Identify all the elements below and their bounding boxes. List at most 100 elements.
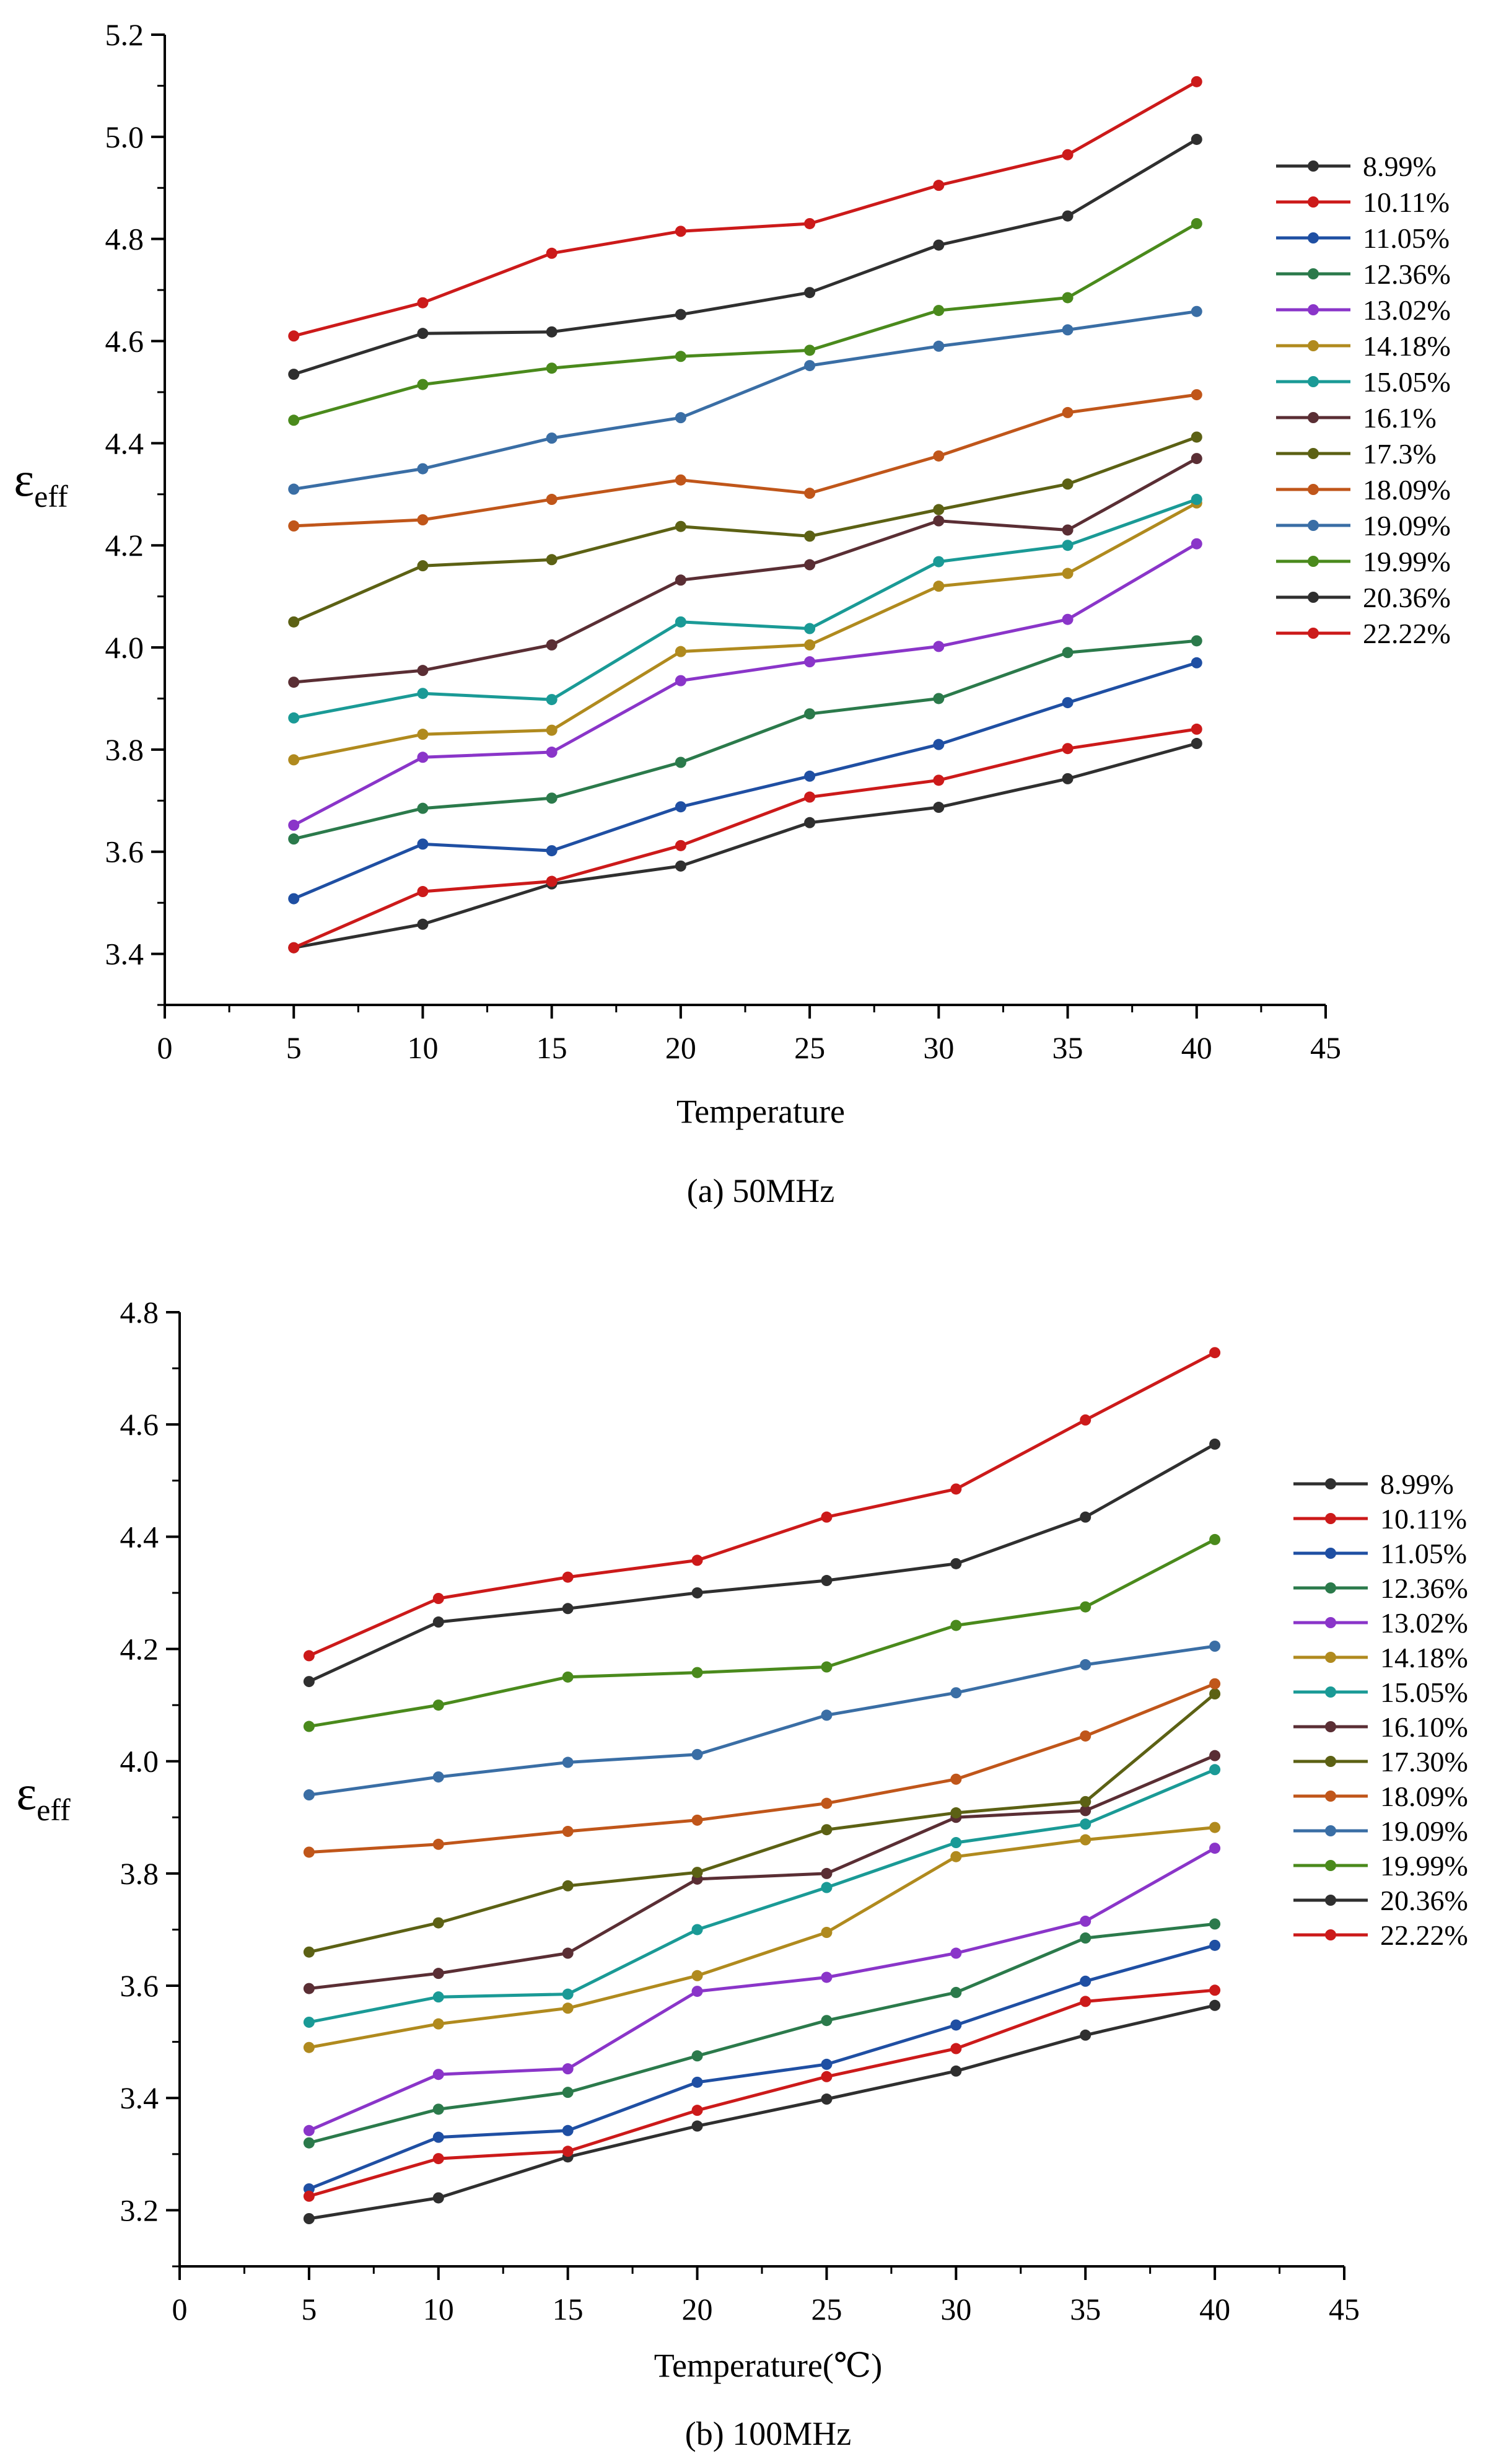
panel-b-x-axis-title: Temperature(℃) [654,2347,882,2384]
panel-b-y-tick-label: 4.4 [120,1519,159,1554]
panel-b-point-11-05pct [821,2058,833,2070]
panel-a-series-12-36pct [288,635,1202,845]
panel-b-point-17-30pct [691,1867,703,1879]
panel-b-point-19-09pct [950,1687,962,1699]
panel-b-legend-item-18-09pct: 18.09% [1293,1781,1468,1812]
panel-a-legend-label: 18.09% [1363,474,1451,506]
panel-b-point-13-02pct [432,2069,444,2080]
panel-a-point-19-09pct [1062,324,1074,336]
panel-b-point-16-10pct [562,1947,574,1959]
panel-b-legend-item-13-02pct: 13.02% [1293,1607,1468,1639]
panel-a-point-15-05pct [933,556,945,568]
panel-b-point-12-36pct [303,2137,315,2149]
panel-b-x-tick-label: 10 [423,2292,454,2326]
panel-b-point-22-22pct [562,2146,574,2157]
panel-a-line-13-02pct [293,542,1198,827]
panel-a-line-17-3pct [293,436,1197,624]
panel-b-y-tick-label: 3.4 [120,2080,159,2115]
panel-a-point-14-18pct [546,724,558,736]
panel-b-legend-item-15-05pct: 15.05% [1293,1677,1468,1708]
panel-b-point-18-09pct [1209,1678,1221,1690]
panel-a-series-8-99pct [288,133,1202,380]
panel-b-point-15-05pct [562,1988,574,2000]
panel-b-point-18-09pct [691,1814,703,1826]
panel-a-legend-marker [1308,304,1319,315]
panel-a-series-17-3pct [288,431,1202,628]
panel-b-point-17-30pct [1080,1795,1091,1807]
panel-b-legend-item-16-10pct: 16.10% [1293,1711,1468,1743]
panel-a-point-16-1pct [804,559,816,571]
panel-b-point-20-36pct [432,2192,444,2204]
panel-a-point-19-09pct [546,432,558,444]
panel-b-point-13-02pct [303,2124,315,2136]
panel-a-y-tick-label: 4.8 [105,222,144,256]
panel-a-x-tick-label: 5 [286,1030,302,1065]
panel-b-point-22-22pct [1080,1996,1091,2007]
panel-a-ticks: 0 5 10 15 20 25 30 35 40 45 3.4 3.6 3.8 4.0 4.2 4.4 4.6 4… [105,17,1342,1065]
panel-b-point-15-05pct [1080,1818,1091,1830]
panel-a-line-11-05pct [293,661,1197,900]
panel-a-point-12-36pct [1062,647,1074,659]
chart-panel-a: 0 5 10 15 20 25 30 35 40 45 3.4 3.6 3.8 4.0 4.2 4.4 4.6 4… [0,0,1496,1227]
panel-a-legend-label: 10.11% [1363,186,1450,218]
panel-a-line-20-36pct [293,742,1197,950]
panel-b-point-10-11pct [950,1483,962,1495]
panel-b-legend-marker [1325,1860,1336,1871]
panel-a-point-18-09pct [546,494,558,506]
panel-a-legend-marker [1308,412,1319,423]
panel-a-point-22-22pct [288,942,300,954]
panel-a-legend-marker [1308,556,1319,567]
panel-b-point-22-22pct [950,2043,962,2054]
panel-a-point-19-99pct [804,344,816,356]
panel-b-legend-marker [1325,1721,1336,1732]
panel-b-point-19-99pct [1080,1601,1091,1613]
panel-a-line-15-05pct [293,498,1197,720]
panel-b-legend-marker [1325,1513,1336,1524]
panel-a-point-22-22pct [804,791,816,803]
panel-a-x-tick-label: 0 [157,1030,173,1065]
panel-b-series-layer [303,1347,1221,2224]
panel-a-legend-label: 8.99% [1363,151,1437,182]
panel-b-point-22-22pct [303,2190,315,2202]
panel-b-x-tick-label: 0 [172,2292,188,2326]
panel-a-x-tick-label: 40 [1181,1030,1212,1065]
panel-b-point-14-18pct [562,2002,574,2014]
panel-a-series-18-09pct [288,389,1202,532]
panel-b-legend-item-8-99pct: 8.99% [1293,1468,1454,1500]
panel-a-legend-label: 22.22% [1363,618,1451,649]
panel-a-line-10-11pct [293,80,1198,338]
panel-b-point-14-18pct [1080,1834,1091,1846]
panel-b-point-8-99pct [950,1558,962,1569]
panel-a-point-15-05pct [288,712,300,724]
panel-a-legend-item-12-36pct: 12.36% [1276,258,1451,290]
panel-a-y-tick-label: 3.8 [105,732,144,767]
panel-b-point-19-09pct [1209,1641,1221,1652]
panel-b-point-16-10pct [1080,1805,1091,1817]
panel-a-point-11-05pct [804,770,816,782]
panel-b-x-tick-label: 15 [553,2292,584,2326]
panel-a-legend-marker [1308,232,1319,243]
panel-a-point-8-99pct [804,287,816,299]
panel-a-point-17-3pct [933,504,945,515]
panel-a-point-19-09pct [417,463,429,475]
panel-b-series-15-05pct [303,1764,1221,2028]
panel-b-point-18-09pct [821,1797,833,1809]
panel-b-series-18-09pct [303,1678,1221,1858]
panel-a-point-19-09pct [804,360,816,372]
panel-b-legend-label: 13.02% [1380,1607,1468,1639]
panel-a-point-11-05pct [1191,657,1202,669]
panel-a-point-18-09pct [288,520,300,532]
panel-b-legend-item-14-18pct: 14.18% [1293,1642,1468,1673]
panel-a-legend-item-22-22pct: 22.22% [1276,618,1451,649]
panel-a-series-15-05pct [288,494,1202,724]
panel-b-point-8-99pct [562,1603,574,1615]
panel-b-point-8-99pct [303,1676,315,1688]
chart-panel-b: 0 5 10 15 20 25 30 35 40 45 3.2 3.4 3.6 3.8 4.0 4.2 4.4 4… [16,1295,1468,2452]
panel-a-point-16-1pct [675,574,686,586]
panel-b-line-13-02pct [308,1846,1216,2133]
panel-a-series-22-22pct [288,723,1202,954]
panel-a-legend-label: 17.3% [1363,438,1437,470]
panel-b-legend-label: 10.11% [1380,1503,1467,1535]
panel-a-y-tick-label: 4.2 [105,528,144,563]
panel-b-legend-label: 15.05% [1380,1677,1468,1708]
